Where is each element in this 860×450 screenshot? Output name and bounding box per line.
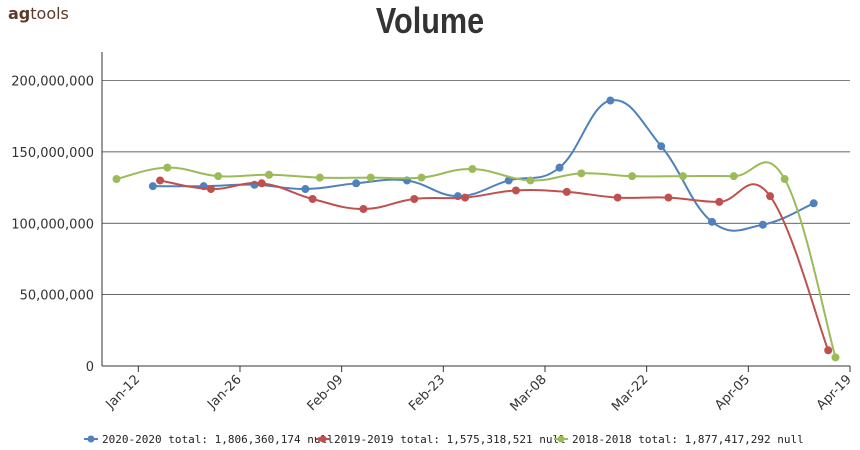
legend-label: 2018-2018 total: 1,877,417,292 null xyxy=(572,433,804,446)
data-point-series-2 xyxy=(577,169,586,178)
data-point-series-2 xyxy=(678,172,687,181)
legend-swatch-dot xyxy=(87,435,95,443)
data-point-series-0 xyxy=(301,185,310,194)
x-tick-label: Apr-05 xyxy=(712,372,753,413)
data-point-series-1 xyxy=(461,193,470,202)
brand-suffix: tools xyxy=(30,4,69,23)
brand-logo: agtools xyxy=(8,4,69,23)
data-point-series-1 xyxy=(664,193,673,202)
x-tick-label: Mar-08 xyxy=(507,372,549,414)
legend-swatch-dot xyxy=(557,435,565,443)
data-point-series-1 xyxy=(613,193,622,202)
data-point-series-0 xyxy=(657,142,666,151)
data-point-series-1 xyxy=(824,346,833,355)
x-tick-label: Apr-19 xyxy=(814,372,855,413)
x-tick-label: Jan-12 xyxy=(103,372,144,413)
data-point-series-2 xyxy=(366,173,375,182)
data-point-series-2 xyxy=(112,175,121,184)
data-point-series-2 xyxy=(163,163,172,172)
data-point-series-1 xyxy=(156,176,165,185)
data-point-series-2 xyxy=(526,176,535,185)
data-point-series-2 xyxy=(831,353,840,362)
x-tick-label: Mar-22 xyxy=(609,372,651,414)
y-tick-label: 100,000,000 xyxy=(11,217,94,232)
x-tick-label: Feb-23 xyxy=(406,372,448,414)
series-line-0 xyxy=(152,99,815,232)
data-point-series-2 xyxy=(628,172,637,181)
data-point-series-1 xyxy=(206,185,215,194)
y-tick-label: 0 xyxy=(86,360,94,375)
data-point-series-2 xyxy=(417,173,426,182)
data-point-series-1 xyxy=(410,195,419,204)
data-point-series-0 xyxy=(708,217,717,226)
data-point-series-0 xyxy=(809,199,818,208)
y-tick-label: 150,000,000 xyxy=(11,146,94,161)
x-tick-label: Jan-26 xyxy=(204,372,245,413)
x-tick-label: Feb-09 xyxy=(305,372,347,414)
data-point-series-0 xyxy=(352,179,361,188)
data-point-series-2 xyxy=(315,173,324,182)
data-point-series-0 xyxy=(504,176,513,185)
legend-label: 2019-2019 total: 1,575,318,521 null xyxy=(334,433,566,446)
data-point-series-2 xyxy=(729,172,738,181)
data-point-series-1 xyxy=(308,195,317,204)
data-point-series-1 xyxy=(562,187,571,196)
legend-label: 2020-2020 total: 1,806,360,174 null xyxy=(102,433,334,446)
data-point-series-1 xyxy=(766,192,775,201)
y-tick-label: 50,000,000 xyxy=(20,289,94,304)
data-point-series-0 xyxy=(606,96,615,105)
data-point-series-1 xyxy=(511,186,520,195)
data-point-series-2 xyxy=(468,165,477,174)
data-point-series-0 xyxy=(758,220,767,229)
brand-prefix: ag xyxy=(8,4,31,23)
data-point-series-0 xyxy=(250,180,259,189)
data-point-series-0 xyxy=(148,182,157,191)
series-line-1 xyxy=(159,179,830,351)
data-point-series-1 xyxy=(359,205,368,213)
data-point-series-0 xyxy=(555,163,564,172)
data-point-series-2 xyxy=(265,170,274,179)
chart-title: Volume xyxy=(375,0,485,41)
y-tick-label: 200,000,000 xyxy=(11,75,94,90)
data-point-series-2 xyxy=(780,175,789,184)
data-point-series-2 xyxy=(214,172,223,181)
data-point-series-1 xyxy=(715,197,724,206)
data-point-series-1 xyxy=(257,179,266,188)
legend-swatch-dot xyxy=(319,435,327,443)
series-line-2 xyxy=(116,161,837,358)
